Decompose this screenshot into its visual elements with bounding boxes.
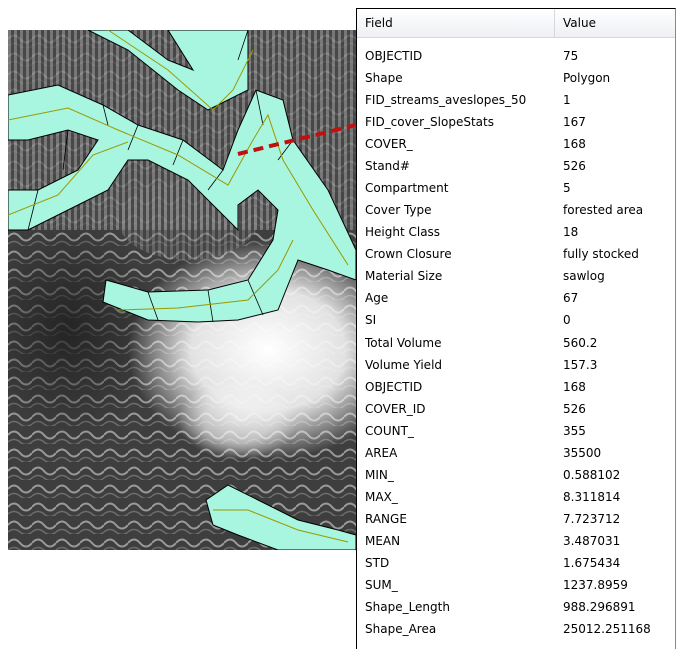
- table-row: Crown Closure fully stocked: [357, 243, 675, 265]
- field-value: fully stocked: [563, 243, 675, 265]
- field-name: Compartment: [365, 177, 553, 199]
- table-row: Shape_Area 25012.251168: [357, 618, 675, 640]
- field-value: 67: [563, 287, 675, 309]
- table-row: Cover Type forested area: [357, 199, 675, 221]
- raster-highlight: [178, 380, 298, 460]
- table-row: SI 0: [357, 309, 675, 331]
- field-name: RANGE: [365, 508, 553, 530]
- field-value: 168: [563, 133, 675, 155]
- column-header[interactable]: Field: [357, 9, 555, 37]
- table-header: Field Value: [357, 9, 675, 38]
- field-value: 355: [563, 420, 675, 442]
- field-value: 0: [563, 309, 675, 331]
- table-row: Stand# 526: [357, 155, 675, 177]
- field-value: 1237.8959: [563, 574, 675, 596]
- field-name: OBJECTID: [365, 45, 553, 67]
- table-row: Age 67: [357, 287, 675, 309]
- table-row: COVER_ID 526: [357, 398, 675, 420]
- field-name: Total Volume: [365, 332, 553, 354]
- field-value: 526: [563, 155, 675, 177]
- table-row: Volume Yield 157.3: [357, 354, 675, 376]
- field-name: FID_cover_SlopeStats: [365, 111, 553, 133]
- field-name: Shape_Length: [365, 596, 553, 618]
- field-value: sawlog: [563, 265, 675, 287]
- field-name: Age: [365, 287, 553, 309]
- field-value: 18: [563, 221, 675, 243]
- field-name: COUNT_: [365, 420, 553, 442]
- table-row: COUNT_ 355: [357, 420, 675, 442]
- field-name: Stand#: [365, 155, 553, 177]
- field-value: 8.311814: [563, 486, 675, 508]
- field-name: Shape: [365, 67, 553, 89]
- field-name: AREA: [365, 442, 553, 464]
- field-name: MAX_: [365, 486, 553, 508]
- table-row: Shape_Length 988.296891: [357, 596, 675, 618]
- field-name: STD: [365, 552, 553, 574]
- field-name: OBJECTID: [365, 376, 553, 398]
- field-value: Polygon: [563, 67, 675, 89]
- field-name: COVER_ID: [365, 398, 553, 420]
- table-row: SUM_ 1237.8959: [357, 574, 675, 596]
- table-row: STD 1.675434: [357, 552, 675, 574]
- field-name: Volume Yield: [365, 354, 553, 376]
- table-row: OBJECTID 75: [357, 45, 675, 67]
- table-row: Shape Polygon: [357, 67, 675, 89]
- column-header[interactable]: Value: [555, 9, 675, 37]
- field-value: 7.723712: [563, 508, 675, 530]
- page: {"table": {"header": ["Field", "Value"],…: [0, 0, 678, 649]
- field-name: SI: [365, 309, 553, 331]
- field-value: 75: [563, 45, 675, 67]
- field-value: 35500: [563, 442, 675, 464]
- table-row: Total Volume 560.2: [357, 332, 675, 354]
- field-name: MIN_: [365, 464, 553, 486]
- field-value: 5: [563, 177, 675, 199]
- table-row: FID_streams_aveslopes_50 1: [357, 89, 675, 111]
- field-name: SUM_: [365, 574, 553, 596]
- field-value: 526: [563, 398, 675, 420]
- field-value: 25012.251168: [563, 618, 675, 640]
- table-row: OBJECTID 168: [357, 376, 675, 398]
- field-value: 1: [563, 89, 675, 111]
- field-name: Material Size: [365, 265, 553, 287]
- table-row: MAX_ 8.311814: [357, 486, 675, 508]
- field-value: forested area: [563, 199, 675, 221]
- field-name: FID_streams_aveslopes_50: [365, 89, 553, 111]
- field-value: 0.588102: [563, 464, 675, 486]
- field-value: 1.675434: [563, 552, 675, 574]
- table-row: FID_cover_SlopeStats 167: [357, 111, 675, 133]
- map-view[interactable]: [8, 30, 356, 550]
- field-name: Crown Closure: [365, 243, 553, 265]
- field-name: MEAN: [365, 530, 553, 552]
- field-name: Height Class: [365, 221, 553, 243]
- table-row: Height Class 18: [357, 221, 675, 243]
- field-value: 3.487031: [563, 530, 675, 552]
- field-name: Shape_Area: [365, 618, 553, 640]
- table-row: RANGE 7.723712: [357, 508, 675, 530]
- field-name: Cover Type: [365, 199, 553, 221]
- field-name: COVER_: [365, 133, 553, 155]
- field-value: 157.3: [563, 354, 675, 376]
- table-row: MEAN 3.487031: [357, 530, 675, 552]
- field-value: 168: [563, 376, 675, 398]
- table-row: Material Size sawlog: [357, 265, 675, 287]
- table-row: AREA 35500: [357, 442, 675, 464]
- table-row: MIN_ 0.588102: [357, 464, 675, 486]
- table-row: Compartment 5: [357, 177, 675, 199]
- field-value: 167: [563, 111, 675, 133]
- field-value: 988.296891: [563, 596, 675, 618]
- field-value: 560.2: [563, 332, 675, 354]
- table-row: COVER_ 168: [357, 133, 675, 155]
